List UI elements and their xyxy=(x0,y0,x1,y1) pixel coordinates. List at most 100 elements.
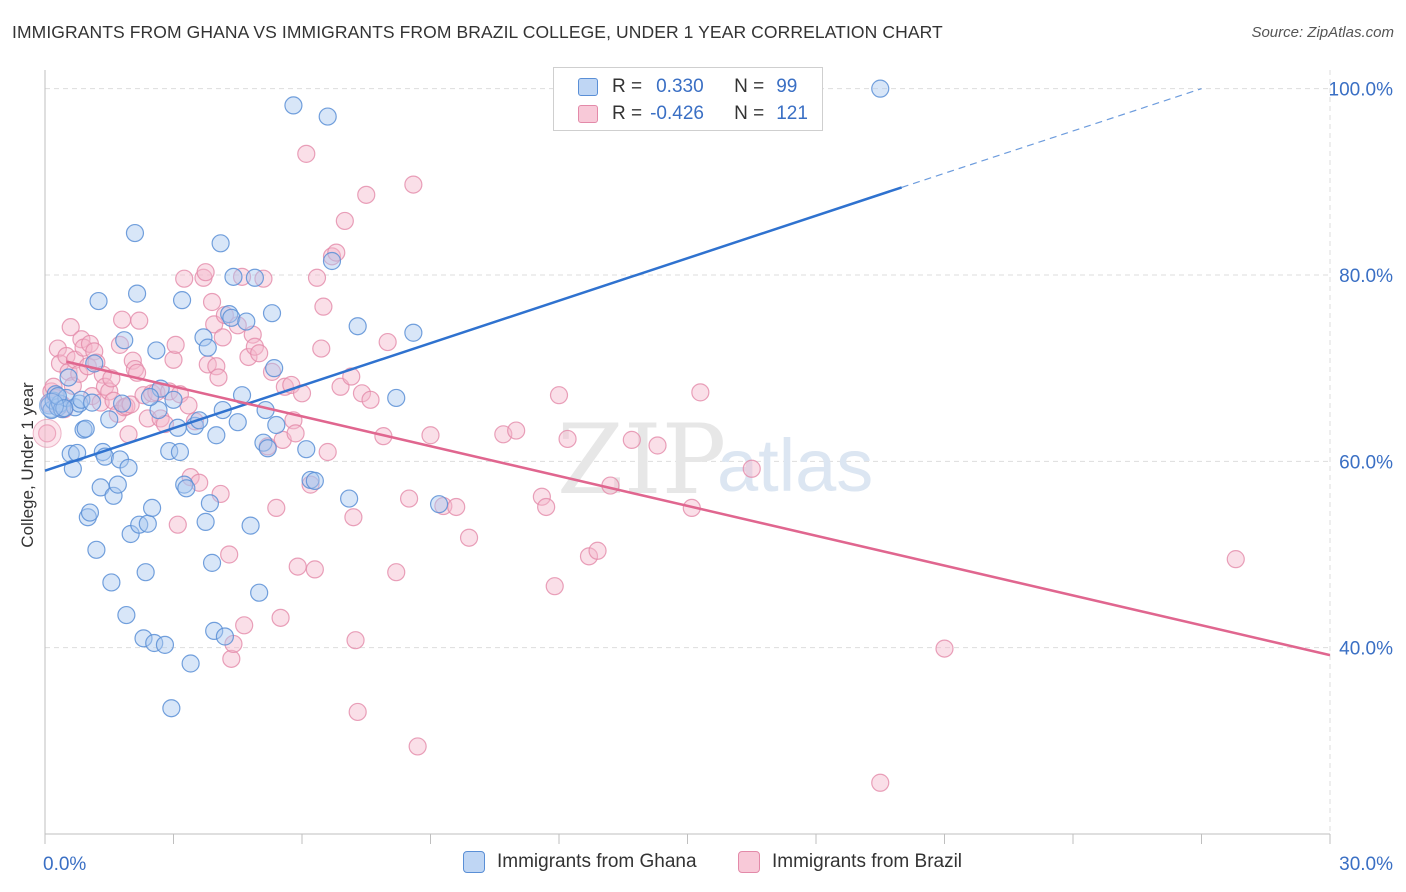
brazil-n-label: N = xyxy=(734,103,765,124)
ghana-point xyxy=(127,284,147,303)
ghana-point xyxy=(318,107,337,126)
ghana-point xyxy=(55,399,74,418)
brazil-r-value: -0.426 xyxy=(650,103,704,124)
ghana-point xyxy=(340,489,359,508)
ghana-r-label: R = xyxy=(612,76,643,97)
brazil-point xyxy=(1226,550,1245,569)
ghana-point xyxy=(68,443,87,463)
brazil-point xyxy=(342,367,361,386)
axes xyxy=(44,70,1331,844)
brazil-point xyxy=(286,424,305,443)
brazil-point xyxy=(164,350,183,369)
ghana-point xyxy=(258,439,277,458)
watermark-zip: ZIP xyxy=(557,404,726,516)
brazil-point xyxy=(421,426,440,445)
ghana-point xyxy=(250,583,269,602)
y-tick-label: 40.0% xyxy=(1339,639,1393,660)
ghana-point xyxy=(211,234,230,253)
ghana-point xyxy=(170,442,190,462)
brazil-point xyxy=(267,498,286,518)
brazil-point xyxy=(335,211,354,231)
ghana-point xyxy=(100,410,119,429)
ghana-point xyxy=(194,328,213,347)
ghana-point xyxy=(164,390,183,409)
brazil-point xyxy=(408,737,427,756)
brazil-point xyxy=(32,418,62,448)
brazil-r-label: R = xyxy=(612,103,643,124)
ghana-point xyxy=(125,223,145,243)
ghana-point xyxy=(117,605,136,625)
x-tick-label-max: 30.0% xyxy=(1339,854,1393,875)
brazil-point xyxy=(207,357,226,376)
ghana-point xyxy=(284,96,303,115)
ghana-point xyxy=(134,629,153,648)
y-axis-title: College, Under 1 year xyxy=(18,382,37,548)
ghana-point xyxy=(149,400,168,420)
bottom-legend-ghana: Immigrants from Ghana xyxy=(463,851,697,873)
legend-box: R = 0.330 N = 99 R = -0.426 N = 121 xyxy=(553,67,823,131)
brazil-point xyxy=(935,639,954,658)
ghana-point xyxy=(155,635,175,654)
brazil-point xyxy=(44,377,63,396)
brazil-point xyxy=(549,386,569,405)
ghana-point xyxy=(305,471,324,490)
brazil-point xyxy=(871,773,890,792)
ghana-n-value: 99 xyxy=(776,76,798,97)
bottom-brazil-label: Immigrants from Brazil xyxy=(772,851,963,872)
ghana-point xyxy=(267,415,286,435)
brazil-point xyxy=(250,344,269,363)
bottom-legend: Immigrants from Ghana Immigrants from Br… xyxy=(0,851,1406,879)
ghana-point xyxy=(59,368,78,387)
brazil-point xyxy=(588,541,607,560)
ghana-trend-extension xyxy=(901,88,1202,188)
ghana-point xyxy=(104,486,123,505)
brazil-trend-line xyxy=(66,360,1331,657)
brazil-point xyxy=(361,390,380,409)
ghana-point xyxy=(404,323,423,342)
brazil-point xyxy=(459,528,479,547)
bottom-legend-brazil: Immigrants from Brazil xyxy=(738,851,962,873)
brazil-point xyxy=(239,347,258,367)
brazil-point xyxy=(168,515,187,534)
ghana-point xyxy=(224,267,243,286)
ghana-point xyxy=(83,393,102,412)
brazil-point xyxy=(38,424,57,443)
brazil-point xyxy=(288,557,307,576)
ghana-point xyxy=(140,387,160,407)
brazil-point xyxy=(622,430,641,449)
ghana-point xyxy=(322,251,342,271)
ghana-point xyxy=(196,512,215,531)
ghana-point xyxy=(87,540,106,559)
brazil-point xyxy=(327,243,346,262)
watermark-atlas: atlas xyxy=(717,424,873,507)
ghana-point xyxy=(348,317,367,336)
y-tick-label: 100.0% xyxy=(1329,80,1394,101)
ghana-point xyxy=(871,79,890,98)
brazil-point xyxy=(346,631,365,650)
ghana-point xyxy=(228,413,247,432)
brazil-point xyxy=(507,421,526,440)
ghana-point xyxy=(265,359,284,378)
ghana-point xyxy=(198,338,217,357)
brazil-point xyxy=(545,577,564,596)
brazil-point xyxy=(348,702,367,722)
ghana-r-value: 0.330 xyxy=(656,76,704,97)
ghana-n-label: N = xyxy=(734,76,765,97)
bottom-ghana-label: Immigrants from Ghana xyxy=(497,851,697,872)
ghana-point xyxy=(142,498,162,518)
ghana-point xyxy=(138,514,157,533)
brazil-point xyxy=(213,328,232,347)
brazil-point xyxy=(166,335,185,354)
ghana-point xyxy=(245,268,264,287)
bottom-brazil-swatch xyxy=(738,851,760,873)
ghana-point xyxy=(72,390,91,409)
ghana-point xyxy=(89,291,108,311)
ghana-point xyxy=(387,388,406,408)
brazil-n-value: 121 xyxy=(776,103,808,124)
ghana-point xyxy=(108,475,127,494)
tick-labels: 40.0% 60.0% 80.0% 100.0% 0.0% 30.0% xyxy=(43,80,1393,875)
ghana-points xyxy=(38,79,890,718)
trend-lines xyxy=(44,88,1331,657)
brazil-point xyxy=(344,508,363,527)
